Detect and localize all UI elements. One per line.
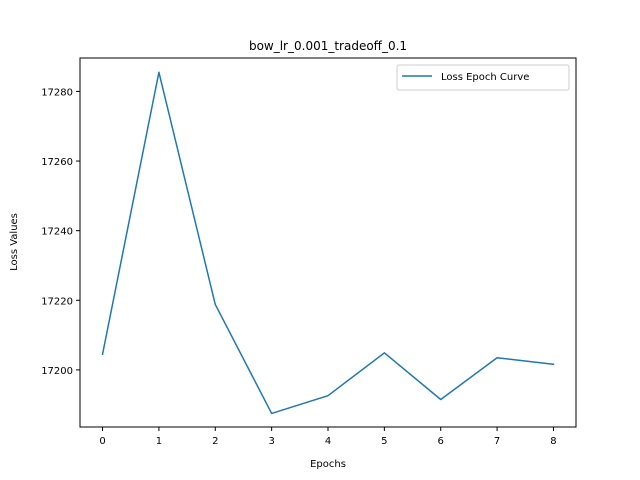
x-axis: 0 1 2 3 4 5 6 7 8: [99, 427, 557, 447]
x-tick-label: 6: [438, 436, 444, 447]
x-tick-label: 0: [99, 436, 105, 447]
x-tick-label: 8: [550, 436, 556, 447]
x-axis-title: Epochs: [310, 459, 346, 470]
legend: Loss Epoch Curve: [396, 64, 570, 91]
legend-label: Loss Epoch Curve: [441, 72, 529, 83]
x-tick-label: 2: [212, 436, 218, 447]
series-layer: [101, 71, 555, 415]
x-tick-label: 4: [325, 436, 331, 447]
y-tick-label: 17220: [41, 296, 73, 307]
x-tick-label: 1: [156, 436, 162, 447]
x-tick-label: 3: [268, 436, 274, 447]
x-tick-label: 5: [381, 436, 387, 447]
y-axis-title: Loss Values: [9, 213, 20, 271]
y-axis: 17200 17220 17240 17260 17280: [41, 87, 80, 377]
y-tick-label: 17260: [41, 157, 73, 168]
x-tick-label: 7: [494, 436, 500, 447]
y-tick-label: 17240: [41, 227, 73, 238]
legend-box: [396, 64, 570, 91]
y-tick-label: 17200: [41, 366, 73, 377]
y-tick-label: 17280: [41, 87, 73, 98]
chart-title: bow_lr_0.001_tradeoff_0.1: [249, 39, 407, 53]
